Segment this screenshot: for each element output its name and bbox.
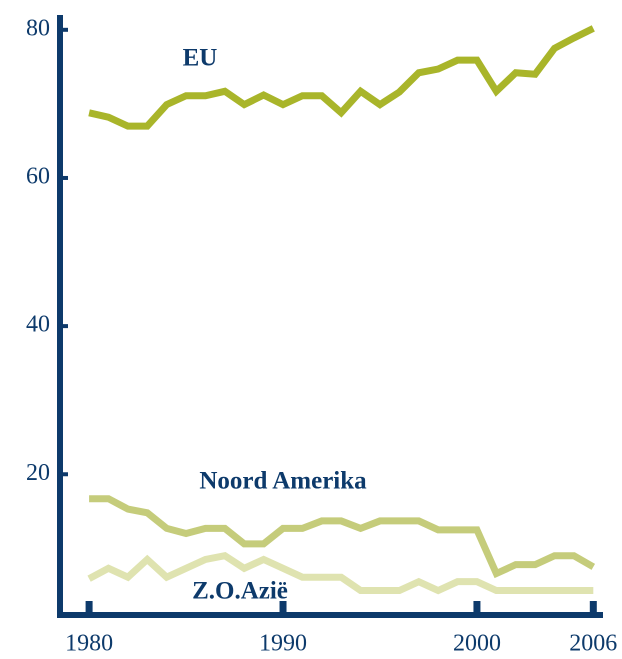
y-tick-label: 20 bbox=[26, 460, 50, 486]
series-label: Noord Amerika bbox=[199, 468, 367, 495]
y-tick-label: 60 bbox=[26, 163, 50, 189]
series-label: Z.O.Azië bbox=[192, 578, 288, 605]
y-tick-label: 40 bbox=[26, 312, 50, 338]
x-tick-label: 1990 bbox=[259, 631, 307, 657]
y-tick-label: 80 bbox=[26, 15, 50, 41]
series-line bbox=[87, 552, 594, 595]
series-label: EU bbox=[183, 45, 218, 72]
x-tick-label: 2000 bbox=[453, 631, 501, 657]
series-line bbox=[89, 495, 596, 579]
x-tick-label: 2006 bbox=[569, 631, 617, 657]
x-tick-label: 1980 bbox=[65, 631, 113, 657]
series-line bbox=[88, 25, 595, 130]
